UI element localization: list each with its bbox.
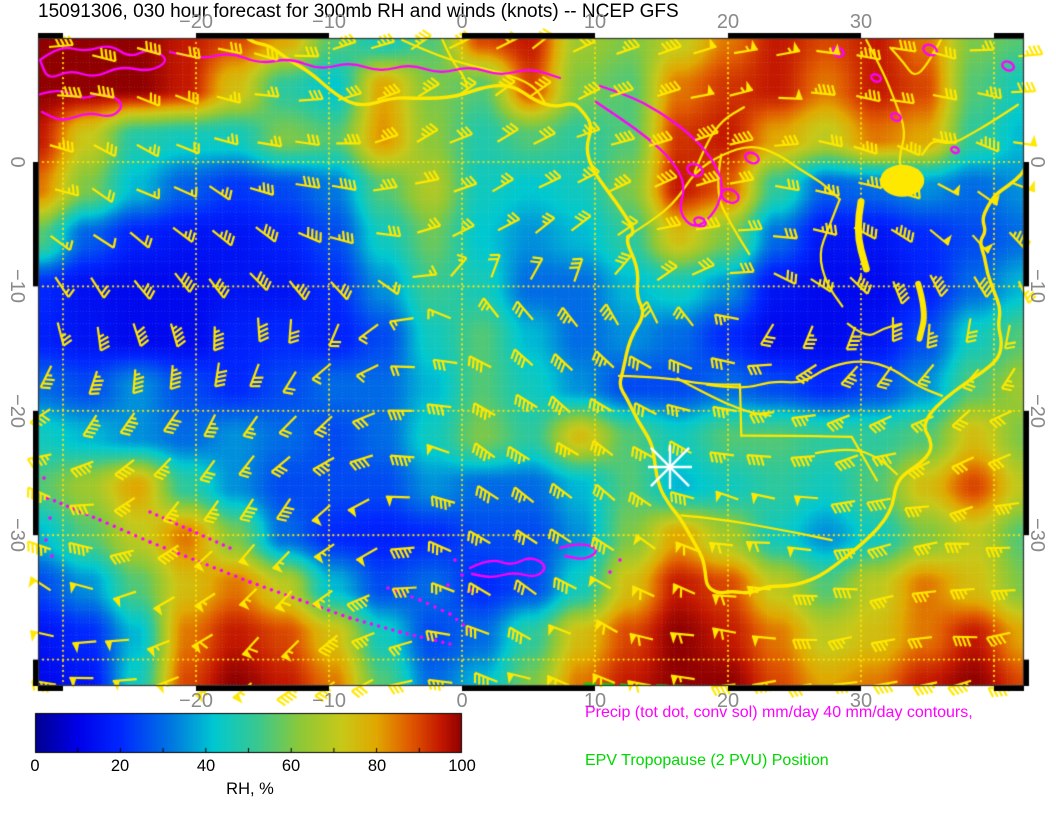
legend-epv-label: EPV Tropopause (2 PVU) Position	[585, 752, 829, 769]
left-axis-tick-label: −30	[6, 518, 28, 552]
left-axis-tick-label: 0	[6, 156, 28, 168]
colorbar-tick-label: 20	[110, 757, 130, 775]
colorbar-tick-label: 100	[448, 757, 476, 775]
left-axis-tick-label: −10	[6, 269, 28, 303]
colorbar-tick-label: 80	[367, 757, 387, 775]
colorbar-tick-label: 40	[196, 757, 216, 775]
right-axis-tick-label: 0	[1026, 156, 1048, 168]
plot-title: 15091306, 030 hour forecast for 300mb RH…	[38, 1, 679, 22]
top-axis-tick-label: 0	[456, 11, 468, 33]
bottom-axis-tick-label: 20	[716, 690, 740, 712]
bottom-axis-tick-label: 0	[456, 690, 468, 712]
top-axis-tick-label: 10	[583, 11, 607, 33]
right-axis-tick-label: −20	[1026, 394, 1048, 428]
left-axis-tick-label: −20	[6, 394, 28, 428]
right-axis-tick-label: −30	[1026, 518, 1048, 552]
top-axis-tick-label: −10	[312, 11, 346, 33]
colorbar-tick-label: 60	[281, 757, 301, 775]
bottom-axis-tick-label: 30	[849, 690, 873, 712]
right-axis-tick-label: −10	[1026, 269, 1048, 303]
bottom-axis-tick-label: 10	[583, 690, 607, 712]
colorbar-axis-label: RH, %	[226, 780, 274, 798]
legend-precip-label: Precip (tot dot, conv sol) mm/day 40 mm/…	[585, 704, 973, 721]
bottom-axis-tick-label: −20	[179, 690, 213, 712]
top-axis-tick-label: 30	[849, 11, 873, 33]
bottom-axis-tick-label: −10	[312, 690, 346, 712]
top-axis-tick-label: 20	[716, 11, 740, 33]
top-axis-tick-label: −20	[179, 11, 213, 33]
colorbar-tick-label: 0	[30, 757, 40, 775]
